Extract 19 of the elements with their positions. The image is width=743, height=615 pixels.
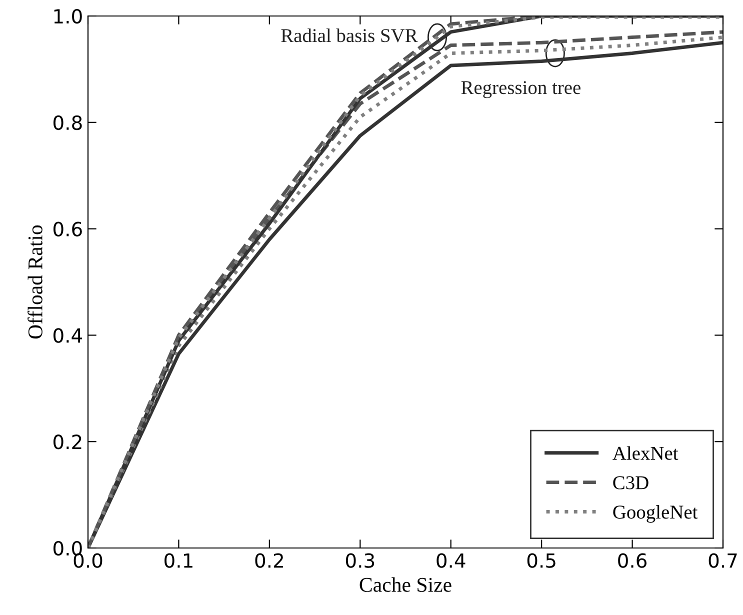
legend-label: GoogleNet — [613, 505, 698, 523]
annotation: Radial basis SVR — [281, 28, 418, 42]
x-tick-label: 0.5 — [527, 553, 556, 568]
x-tick-label: 0.6 — [618, 553, 647, 568]
y-tick-label: 1.0 — [54, 8, 82, 24]
y-tick-label: 0.4 — [54, 328, 82, 343]
x-tick-label: 0.7 — [708, 553, 737, 568]
y-tick-label: 0.2 — [54, 434, 82, 450]
x-tick-label: 0.1 — [164, 553, 192, 568]
annotation: Regression tree — [461, 81, 580, 98]
x-tick-label: 0.3 — [346, 553, 374, 568]
y-tick-label: 0.8 — [54, 115, 82, 130]
x-tick-label: 0.2 — [255, 553, 283, 568]
legend-label: C3D — [613, 476, 648, 490]
y-axis-title: Offload Ratio — [28, 225, 42, 339]
x-axis-title: Cache Size — [360, 577, 452, 592]
y-tick-label: 0.6 — [54, 222, 82, 236]
x-tick-label: 0.4 — [436, 553, 466, 568]
legend-label: AlexNet — [612, 446, 678, 460]
